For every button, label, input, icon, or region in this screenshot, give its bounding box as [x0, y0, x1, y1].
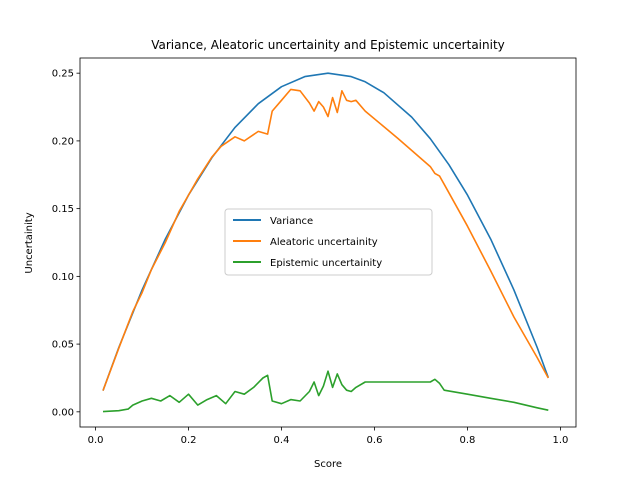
- series-line-aleatoric: [102, 88, 550, 391]
- y-axis-label: Uncertainity: [24, 212, 35, 273]
- y-tick-label: 0.05: [52, 340, 74, 351]
- y-tick-label: 0.15: [52, 204, 74, 215]
- y-tick-label: 0.25: [52, 69, 74, 80]
- legend-label-aleatoric: Aleatoric uncertainity: [270, 237, 378, 248]
- x-tick-label: 0.0: [88, 435, 104, 446]
- x-tick-label: 1.0: [552, 435, 568, 446]
- y-tick-label: 0.20: [52, 136, 74, 147]
- x-tick-label: 0.8: [460, 435, 476, 446]
- x-tick-label: 0.4: [274, 435, 290, 446]
- legend-label-variance: Variance: [270, 216, 313, 227]
- legend: Variance Aleatoric uncertainity Epistemi…: [224, 208, 433, 276]
- series-line-epistemic: [102, 370, 549, 413]
- y-tick-label: 0.10: [52, 272, 74, 283]
- chart-title: Variance, Aleatoric uncertainity and Epi…: [151, 38, 505, 52]
- x-tick-label: 0.2: [181, 435, 197, 446]
- legend-box: [224, 208, 433, 276]
- y-axis: 0.00 0.05 0.10 0.15 0.20 0.25: [52, 69, 80, 418]
- x-axis-label: Score: [314, 459, 342, 470]
- series-layer: [102, 72, 550, 413]
- x-axis: 0.0 0.2 0.4 0.6 0.8 1.0: [88, 427, 568, 446]
- legend-label-epistemic: Epistemic uncertainity: [270, 258, 382, 269]
- x-tick-label: 0.6: [367, 435, 383, 446]
- y-tick-label: 0.00: [52, 407, 74, 418]
- plot-frame: [79, 57, 577, 428]
